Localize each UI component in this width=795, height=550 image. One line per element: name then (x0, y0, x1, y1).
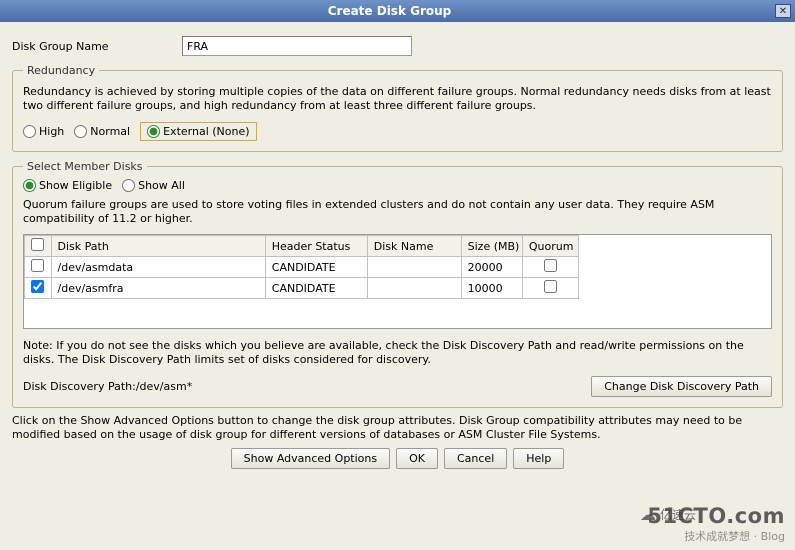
redundancy-normal-label: Normal (90, 125, 130, 138)
disk-group-name-input[interactable] (182, 36, 412, 56)
row-size-mb: 10000 (461, 278, 522, 299)
row-quorum-checkbox[interactable] (544, 280, 557, 293)
redundancy-normal-radio[interactable] (74, 125, 87, 138)
disk-discovery-path-value: /dev/asm* (136, 380, 192, 393)
row-size-mb: 20000 (461, 257, 522, 278)
redundancy-description: Redundancy is achieved by storing multip… (23, 85, 772, 114)
member-disks-table: Disk Path Header Status Disk Name Size (… (24, 235, 579, 299)
show-eligible-radio[interactable] (23, 179, 36, 192)
disk-discovery-path: Disk Discovery Path:/dev/asm* (23, 380, 192, 393)
ok-button[interactable]: OK (396, 448, 438, 469)
show-all-radio[interactable] (122, 179, 135, 192)
member-disks-table-wrap: Disk Path Header Status Disk Name Size (… (23, 234, 772, 329)
show-eligible-label: Show Eligible (39, 179, 112, 192)
redundancy-legend: Redundancy (23, 64, 99, 77)
row-disk-path: /dev/asmfra (51, 278, 265, 299)
member-disks-legend: Select Member Disks (23, 160, 147, 173)
row-quorum-checkbox[interactable] (544, 259, 557, 272)
redundancy-fieldset: Redundancy Redundancy is achieved by sto… (12, 64, 783, 152)
row-disk-path: /dev/asmdata (51, 257, 265, 278)
show-all-label: Show All (138, 179, 185, 192)
row-select-checkbox[interactable] (31, 280, 44, 293)
select-all-checkbox[interactable] (31, 238, 44, 251)
help-button[interactable]: Help (513, 448, 564, 469)
change-disk-discovery-path-button[interactable]: Change Disk Discovery Path (591, 376, 772, 397)
col-size-mb[interactable]: Size (MB) (461, 236, 522, 257)
redundancy-high-label: High (39, 125, 64, 138)
redundancy-high-radio[interactable] (23, 125, 36, 138)
disk-discovery-note: Note: If you do not see the disks which … (23, 339, 772, 368)
redundancy-external-selected: External (None) (140, 122, 256, 141)
redundancy-external-label: External (None) (163, 125, 249, 138)
row-header-status: CANDIDATE (265, 278, 367, 299)
show-eligible[interactable]: Show Eligible (23, 179, 112, 192)
table-row[interactable]: /dev/asmfraCANDIDATE 10000 (25, 278, 579, 299)
row-disk-name[interactable] (367, 278, 461, 299)
dialog-content: Disk Group Name Redundancy Redundancy is… (0, 22, 795, 550)
col-select-all[interactable] (25, 236, 52, 257)
window-title: Create Disk Group (4, 4, 775, 18)
col-quorum[interactable]: Quorum (522, 236, 578, 257)
dialog-button-row: Show Advanced Options OK Cancel Help (12, 448, 783, 469)
quorum-description: Quorum failure groups are used to store … (23, 198, 772, 227)
cancel-button[interactable]: Cancel (444, 448, 507, 469)
window-titlebar: Create Disk Group ✕ (0, 0, 795, 22)
row-header-status: CANDIDATE (265, 257, 367, 278)
show-all[interactable]: Show All (122, 179, 185, 192)
redundancy-normal[interactable]: Normal (74, 125, 130, 138)
redundancy-external-radio[interactable] (147, 125, 160, 138)
disk-group-name-row: Disk Group Name (12, 36, 783, 56)
close-icon[interactable]: ✕ (775, 4, 791, 18)
show-advanced-options-button[interactable]: Show Advanced Options (231, 448, 390, 469)
col-header-status[interactable]: Header Status (265, 236, 367, 257)
table-row[interactable]: /dev/asmdataCANDIDATE 20000 (25, 257, 579, 278)
disk-group-name-label: Disk Group Name (12, 40, 182, 53)
col-disk-name[interactable]: Disk Name (367, 236, 461, 257)
table-header-row: Disk Path Header Status Disk Name Size (… (25, 236, 579, 257)
redundancy-external[interactable]: External (None) (147, 125, 249, 138)
disk-discovery-path-label: Disk Discovery Path: (23, 380, 136, 393)
col-disk-path[interactable]: Disk Path (51, 236, 265, 257)
member-disks-fieldset: Select Member Disks Show Eligible Show A… (12, 160, 783, 408)
advanced-options-note: Click on the Show Advanced Options butto… (12, 414, 783, 443)
redundancy-high[interactable]: High (23, 125, 64, 138)
row-select-checkbox[interactable] (31, 259, 44, 272)
row-disk-name[interactable] (367, 257, 461, 278)
